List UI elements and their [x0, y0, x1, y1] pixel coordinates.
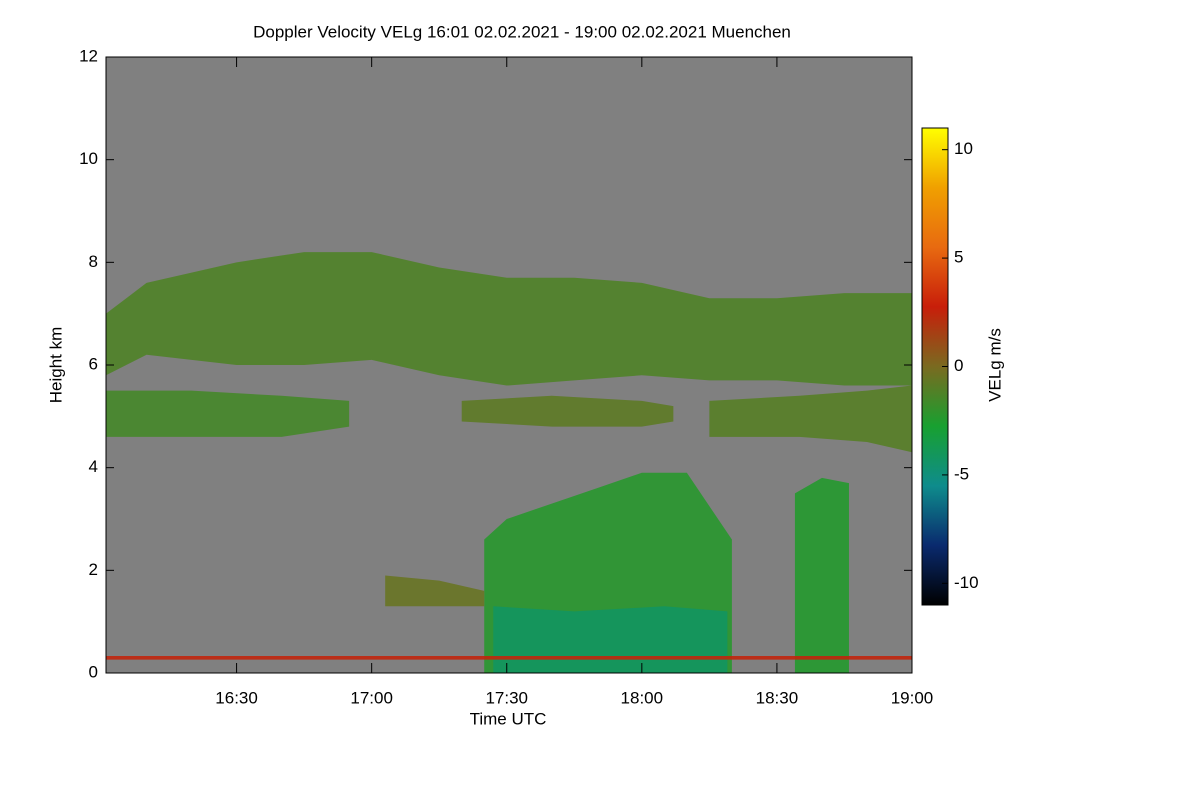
chart-title: Doppler Velocity VELg 16:01 02.02.2021 -… — [253, 22, 791, 41]
y-tick-label: 4 — [89, 457, 98, 476]
echo-layer — [461, 395, 674, 427]
y-tick-label: 8 — [89, 252, 98, 271]
x-tick-label: 19:00 — [891, 688, 934, 707]
colorbar-tick-label: 5 — [954, 248, 963, 267]
colorbar-tick-label: 0 — [954, 356, 963, 375]
echo-layer — [106, 390, 350, 437]
echo-layer — [106, 252, 912, 386]
y-tick-label: 2 — [89, 560, 98, 579]
colorbar-tick-label: 10 — [954, 139, 973, 158]
x-tick-label: 18:30 — [756, 688, 799, 707]
echo-layer — [385, 575, 485, 607]
colorbar-label: VELg m/s — [985, 328, 1004, 402]
colorbar-tick-label: -5 — [954, 464, 969, 483]
echo-layer — [493, 606, 728, 673]
colorbar-tick-label: -10 — [954, 573, 979, 592]
y-tick-label: 0 — [89, 662, 98, 681]
y-tick-label: 6 — [89, 354, 98, 373]
y-tick-label: 10 — [79, 149, 98, 168]
echo-layer — [106, 656, 912, 660]
echo-layer — [709, 385, 912, 453]
x-tick-label: 18:00 — [621, 688, 664, 707]
x-axis-label: Time UTC — [470, 709, 547, 728]
y-tick-label: 12 — [79, 46, 98, 65]
x-tick-label: 17:30 — [485, 688, 528, 707]
y-axis-label: Height km — [46, 327, 65, 404]
echo-layer — [794, 477, 849, 673]
x-tick-label: 16:30 — [215, 688, 258, 707]
x-tick-label: 17:00 — [350, 688, 393, 707]
